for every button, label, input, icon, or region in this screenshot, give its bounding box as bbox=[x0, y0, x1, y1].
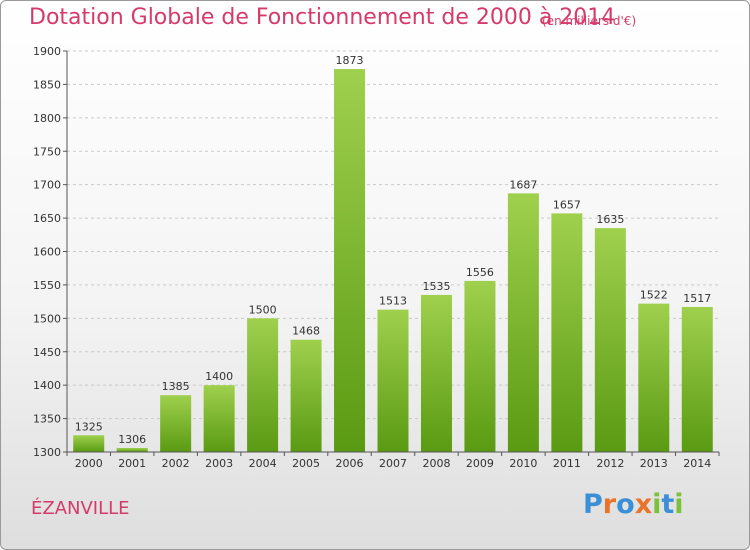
y-tick-label: 1450 bbox=[33, 346, 61, 359]
bar-2013 bbox=[638, 303, 670, 452]
logo-letter: x bbox=[634, 489, 653, 520]
chart-subtitle: (en milliers d'€) bbox=[542, 14, 637, 28]
x-tick-label-2002: 2002 bbox=[162, 457, 190, 470]
y-tick-label: 1800 bbox=[33, 112, 61, 125]
value-label-2011: 1657 bbox=[553, 198, 581, 211]
value-label-2004: 1500 bbox=[249, 303, 277, 316]
x-tick-label-2013: 2013 bbox=[640, 457, 668, 470]
bar-2010 bbox=[507, 193, 539, 453]
y-tick-label: 1650 bbox=[33, 212, 61, 225]
value-label-2000: 1325 bbox=[75, 420, 103, 433]
value-label-2005: 1468 bbox=[292, 325, 320, 338]
value-label-2001: 1306 bbox=[118, 433, 146, 446]
logo-letter: t bbox=[661, 489, 675, 520]
y-tick-label: 1900 bbox=[33, 45, 61, 58]
commune-name: ÉZANVILLE bbox=[31, 498, 130, 519]
value-label-2013: 1522 bbox=[640, 289, 668, 302]
bar-2005 bbox=[290, 339, 322, 452]
logo-letter: o bbox=[616, 489, 635, 520]
bar-2014 bbox=[681, 306, 713, 452]
logo-letter: r bbox=[602, 489, 617, 520]
y-tick-label: 1550 bbox=[33, 279, 61, 292]
x-tick-label-2007: 2007 bbox=[379, 457, 407, 470]
y-tick-label: 1500 bbox=[33, 312, 61, 325]
value-label-2009: 1556 bbox=[466, 266, 494, 279]
x-tick-label-2001: 2001 bbox=[118, 457, 146, 470]
x-tick-label-2000: 2000 bbox=[75, 457, 103, 470]
value-label-2006: 1873 bbox=[336, 54, 364, 67]
bar-2007 bbox=[377, 309, 409, 452]
x-tick-label-2014: 2014 bbox=[683, 457, 711, 470]
bar-2003 bbox=[203, 385, 235, 452]
logo-letter: i bbox=[674, 489, 684, 520]
proxiti-logo: Proxiti bbox=[583, 489, 684, 520]
y-tick-label: 1300 bbox=[33, 446, 61, 459]
y-tick-label: 1850 bbox=[33, 78, 61, 91]
y-tick-label: 1350 bbox=[33, 413, 61, 426]
x-tick-label-2011: 2011 bbox=[553, 457, 581, 470]
y-tick-label: 1700 bbox=[33, 179, 61, 192]
logo-letter: i bbox=[652, 489, 662, 520]
bar-2009 bbox=[464, 280, 496, 452]
bar-2002 bbox=[160, 395, 192, 452]
bar-2008 bbox=[420, 294, 452, 452]
x-tick-label-2004: 2004 bbox=[249, 457, 277, 470]
bar-2006 bbox=[334, 69, 366, 453]
value-labels: 1325 1306 1385 1400 1500 1468 1873 1513 1535 1556… bbox=[75, 54, 712, 446]
x-tick-label-2003: 2003 bbox=[205, 457, 233, 470]
value-label-2008: 1535 bbox=[422, 280, 450, 293]
x-tick-label-2008: 2008 bbox=[422, 457, 450, 470]
y-tick-label: 1600 bbox=[33, 246, 61, 259]
bar-2000 bbox=[73, 435, 105, 452]
x-tick-label-2010: 2010 bbox=[509, 457, 537, 470]
bars bbox=[73, 69, 713, 453]
bar-2012 bbox=[594, 228, 626, 452]
axes: 1300 1350 1400 1450 1500 1550 1600 1650 1700 1750… bbox=[33, 45, 720, 470]
bar-2001 bbox=[116, 447, 148, 452]
y-tick-label: 1400 bbox=[33, 379, 61, 392]
value-label-2003: 1400 bbox=[205, 370, 233, 383]
value-label-2012: 1635 bbox=[596, 213, 624, 226]
bar-2011 bbox=[551, 213, 583, 452]
x-tick-label-2009: 2009 bbox=[466, 457, 494, 470]
x-tick-label-2005: 2005 bbox=[292, 457, 320, 470]
bar-2004 bbox=[247, 318, 279, 452]
value-label-2007: 1513 bbox=[379, 295, 407, 308]
value-label-2010: 1687 bbox=[509, 178, 537, 191]
y-tick-label: 1750 bbox=[33, 145, 61, 158]
chart-title: Dotation Globale de Fonctionnement de 20… bbox=[29, 5, 616, 30]
x-tick-label-2012: 2012 bbox=[596, 457, 624, 470]
x-tick-label-2006: 2006 bbox=[336, 457, 364, 470]
value-label-2002: 1385 bbox=[162, 380, 190, 393]
logo-letter: P bbox=[583, 489, 603, 520]
value-label-2014: 1517 bbox=[683, 292, 711, 305]
